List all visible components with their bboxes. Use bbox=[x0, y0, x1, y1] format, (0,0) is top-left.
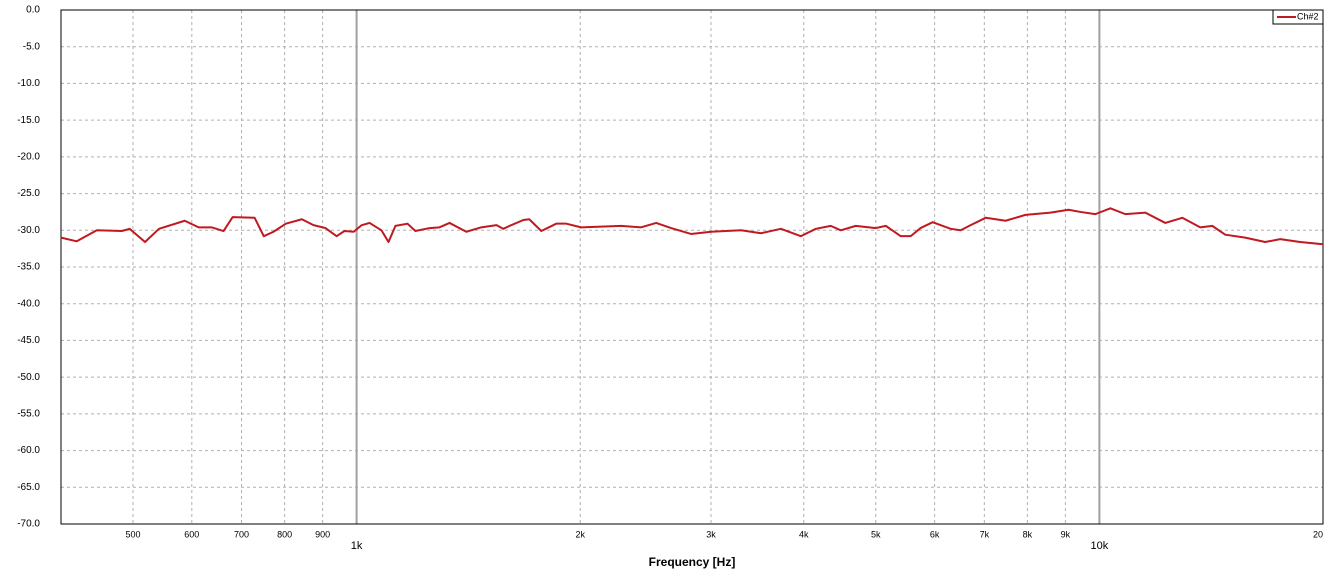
y-tick-label: -60.0 bbox=[17, 445, 40, 456]
y-tick-label: 0.0 bbox=[26, 5, 40, 16]
y-tick-label: -70.0 bbox=[17, 519, 40, 530]
y-tick-label: -35.0 bbox=[17, 262, 40, 273]
x-tick-label: 2k bbox=[575, 529, 585, 539]
legend-label: Ch#2 bbox=[1297, 11, 1319, 21]
plot-frame bbox=[60, 9, 1324, 525]
x-tick-label: 700 bbox=[234, 529, 249, 539]
y-tick-label: -25.0 bbox=[17, 188, 40, 199]
data-line bbox=[60, 207, 1324, 246]
x-tick-label: 900 bbox=[315, 529, 330, 539]
y-tick-label: -10.0 bbox=[17, 78, 40, 89]
x-tick-label: 600 bbox=[184, 529, 199, 539]
x-axis-label: Frequency [Hz] bbox=[649, 555, 736, 569]
x-tick-label: 7k bbox=[980, 529, 990, 539]
y-tick-label: -65.0 bbox=[17, 482, 40, 493]
y-tick-label: -40.0 bbox=[17, 298, 40, 309]
y-tick-label: -50.0 bbox=[17, 372, 40, 383]
x-tick-label: 20 bbox=[1313, 529, 1323, 539]
y-tick-label: -30.0 bbox=[17, 225, 40, 236]
x-tick-label: 5k bbox=[871, 529, 881, 539]
y-tick-label: -15.0 bbox=[17, 115, 40, 126]
x-tick-label: 9k bbox=[1061, 529, 1071, 539]
x-tick-label: 8k bbox=[1023, 529, 1033, 539]
x-tick-label: 10k bbox=[1091, 540, 1109, 552]
x-tick-label: 3k bbox=[706, 529, 716, 539]
legend-box bbox=[1272, 9, 1324, 25]
x-tick-label: 1k bbox=[351, 540, 363, 552]
x-tick-label: 500 bbox=[125, 529, 140, 539]
y-tick-label: -5.0 bbox=[23, 41, 41, 52]
x-tick-label: 6k bbox=[930, 529, 940, 539]
x-tick-label: 800 bbox=[277, 529, 292, 539]
y-tick-label: -20.0 bbox=[17, 151, 40, 162]
y-tick-label: -55.0 bbox=[17, 408, 40, 419]
y-tick-label: -45.0 bbox=[17, 335, 40, 346]
x-tick-label: 4k bbox=[799, 529, 809, 539]
